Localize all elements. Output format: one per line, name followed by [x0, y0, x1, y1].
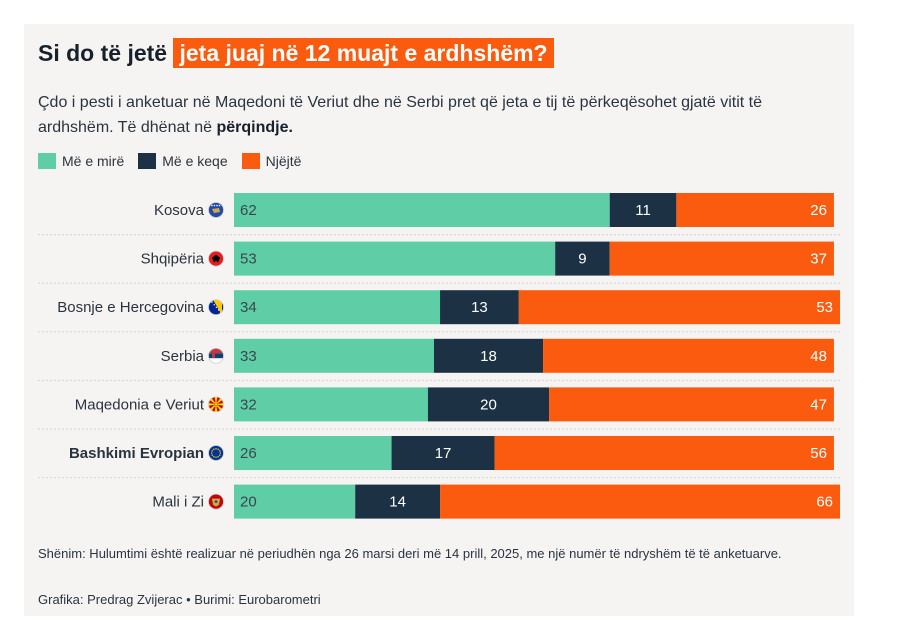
bar-segment-same — [549, 387, 834, 422]
data-label-worse: 20 — [480, 396, 497, 413]
bar-segment-worse — [355, 484, 441, 519]
chart-title: Si do të jetë jeta juaj në 12 muajt e ar… — [38, 38, 554, 68]
bar-segment-worse — [555, 241, 610, 276]
data-label-better: 26 — [240, 445, 257, 462]
legend-swatch-better — [38, 153, 56, 169]
bar-segment-worse — [427, 387, 550, 422]
kosovo-flag-icon — [208, 202, 224, 218]
albania-flag-icon — [208, 250, 224, 267]
bar-segment-same — [494, 436, 834, 470]
category-label: Bosnje e Hercegovina — [57, 299, 204, 316]
data-label-worse: 11 — [635, 202, 651, 219]
category-label: Maqedonia e Veriut — [75, 396, 205, 413]
title-prefix: Si do të jetë — [38, 40, 168, 66]
data-label-same: 48 — [810, 348, 827, 365]
legend-label-same: Njëjtë — [265, 153, 302, 169]
bar-segment-worse — [391, 436, 495, 470]
serbia-flag-icon — [208, 347, 224, 364]
data-label-better: 34 — [240, 299, 257, 316]
bar-segment-better — [234, 387, 428, 422]
bar-segment-better — [234, 484, 356, 519]
legend-item-better: Më e mirë — [38, 153, 124, 169]
bar-segment-same — [609, 241, 834, 276]
bar-segment-better — [234, 436, 392, 470]
data-label-better: 32 — [240, 396, 257, 413]
bar-segment-worse — [609, 193, 677, 227]
data-label-same: 66 — [816, 494, 833, 511]
category-label: Shqipëria — [141, 251, 205, 268]
eu-flag-icon — [208, 445, 224, 461]
data-label-better: 33 — [240, 348, 257, 365]
data-label-same: 37 — [810, 251, 827, 268]
bar-segment-same — [518, 290, 840, 325]
bar-segment-better — [234, 193, 610, 227]
legend-label-worse: Më e keqe — [162, 153, 228, 169]
category-label: Bashkimi Evropian — [69, 445, 204, 462]
chart-subtitle: Çdo i pesti i anketuar në Maqedoni të Ve… — [38, 90, 828, 140]
bosnia-flag-icon — [208, 299, 224, 316]
data-label-better: 20 — [240, 494, 257, 511]
legend-swatch-same — [241, 153, 260, 169]
bar-segment-same — [543, 338, 834, 373]
data-label-same: 53 — [816, 299, 833, 316]
montenegro-flag-icon — [208, 493, 224, 510]
bar-segment-better — [234, 241, 556, 276]
bar-segment-same — [676, 193, 834, 227]
data-label-same: 26 — [810, 202, 827, 219]
category-label: Mali i Zi — [152, 494, 204, 511]
bar-segment-worse — [433, 338, 544, 373]
legend-swatch-worse — [138, 153, 157, 169]
legend-label-better: Më e mirë — [62, 153, 125, 169]
legend-item-worse: Më e keqe — [138, 153, 228, 169]
data-label-worse: 18 — [480, 348, 497, 365]
category-label: Kosova — [154, 202, 205, 219]
category-label: Serbia — [161, 348, 205, 365]
bar-segment-worse — [440, 290, 519, 325]
data-label-worse: 17 — [435, 445, 452, 462]
data-label-worse: 9 — [578, 251, 586, 268]
legend-item-same: Njëjtë — [241, 153, 302, 169]
subtitle-text: Çdo i pesti i anketuar në Maqedoni të Ve… — [38, 94, 763, 136]
data-label-better: 62 — [240, 202, 257, 219]
bar-segment-better — [234, 290, 441, 325]
legend: Më e mirë Më e keqe Njëjtë — [38, 153, 301, 169]
data-label-worse: 14 — [389, 494, 406, 511]
bar-segment-better — [234, 338, 434, 373]
credit-line: Grafika: Predrag Zvijerac • Burimi: Euro… — [38, 592, 321, 607]
footnote: Shënim: Hulumtimi është realizuar në per… — [38, 546, 782, 561]
data-label-better: 53 — [240, 251, 257, 268]
north-macedonia-flag-icon — [208, 396, 224, 413]
data-label-same: 47 — [810, 396, 827, 413]
title-highlight: jeta juaj në 12 muajt e ardhshëm? — [173, 38, 554, 68]
bar-segment-same — [440, 484, 840, 519]
subtitle-bold: përqindje. — [216, 119, 293, 136]
data-label-same: 56 — [810, 445, 827, 462]
data-label-worse: 13 — [471, 299, 488, 316]
